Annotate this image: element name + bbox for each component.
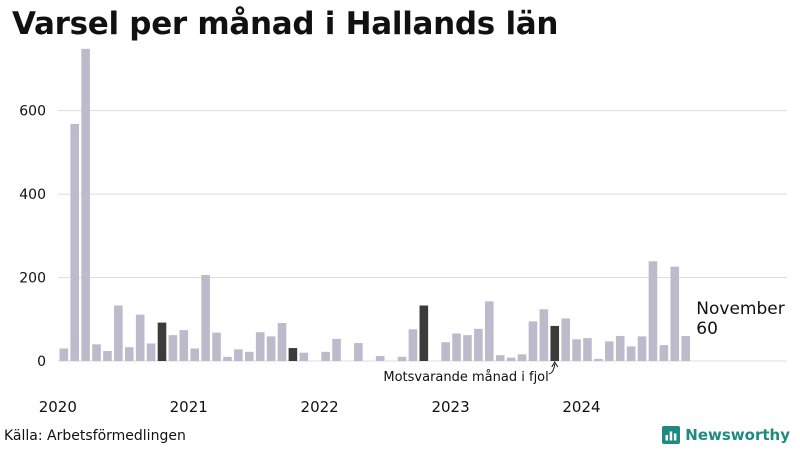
- bar: [288, 348, 298, 361]
- bar: [59, 348, 69, 361]
- bar: [474, 328, 483, 361]
- bar: [234, 349, 243, 361]
- bar: [321, 351, 330, 361]
- annotation-current-value: 60: [696, 319, 718, 339]
- x-tick-label: 2024: [562, 398, 600, 416]
- bar: [168, 335, 178, 361]
- bar: [277, 323, 287, 361]
- x-tick-label: 2023: [431, 398, 469, 416]
- bar: [244, 351, 254, 361]
- bar: [179, 330, 189, 361]
- bar: [70, 123, 80, 361]
- bar: [114, 305, 123, 361]
- x-tick-label: 2020: [39, 398, 77, 416]
- bar: [81, 48, 90, 362]
- bar: [452, 333, 461, 361]
- y-tick-label: 200: [19, 271, 46, 287]
- bar: [223, 356, 232, 361]
- bar: [354, 343, 363, 361]
- bar: [670, 266, 680, 361]
- bar: [375, 355, 385, 361]
- bar: [92, 344, 101, 361]
- bar-chart: 0 200 400 600 2020 2021 2022 2023 2024 November…: [19, 48, 787, 416]
- bar: [528, 321, 538, 361]
- bar: [135, 314, 145, 361]
- bar: [299, 352, 309, 361]
- bar: [506, 357, 516, 361]
- bar: [484, 301, 494, 361]
- bar: [517, 354, 527, 361]
- bar: [190, 348, 200, 361]
- bar: [561, 318, 570, 361]
- bar: [332, 338, 341, 361]
- bar: [157, 322, 167, 361]
- y-axis-labels: 0 200 400 600: [19, 104, 46, 370]
- bar: [626, 346, 636, 361]
- bar: [408, 329, 418, 361]
- bar: [572, 339, 581, 361]
- y-tick-label: 600: [19, 104, 46, 120]
- bar: [659, 345, 669, 361]
- chart-title: Varsel per månad i Hallands län: [12, 6, 559, 42]
- source-note: Källa: Arbetsförmedlingen: [4, 428, 186, 444]
- annotation-last-year: Motsvarande månad i fjol: [383, 370, 548, 385]
- annotation-arrow-icon: [548, 363, 556, 375]
- bar: [124, 347, 134, 361]
- bar: [495, 355, 505, 361]
- brand-name: Newsworthy: [685, 426, 790, 444]
- bar: [539, 309, 549, 361]
- bar: [212, 332, 221, 361]
- annotation-current-month: November: [696, 299, 784, 319]
- annotation-arrowhead-icon: [551, 361, 559, 368]
- bar: [441, 342, 450, 361]
- bar: [419, 305, 429, 361]
- newsworthy-logo-icon: [662, 426, 681, 444]
- bar: [255, 332, 265, 361]
- bar: [648, 261, 658, 361]
- bar: [103, 350, 112, 361]
- bar: [681, 335, 690, 361]
- x-axis-labels: 2020 2021 2022 2023 2024: [39, 398, 601, 416]
- bars: [59, 48, 690, 362]
- bar: [583, 338, 592, 361]
- bar: [594, 358, 603, 361]
- bar: [463, 335, 472, 361]
- bar: [605, 341, 614, 361]
- bar: [146, 343, 156, 361]
- bar: [266, 336, 276, 361]
- brand[interactable]: Newsworthy: [662, 426, 790, 444]
- y-tick-label: 0: [37, 354, 46, 370]
- x-tick-label: 2022: [301, 398, 339, 416]
- bar: [397, 356, 407, 361]
- bar: [615, 335, 625, 361]
- x-tick-label: 2021: [170, 398, 208, 416]
- bar: [637, 336, 647, 361]
- y-tick-label: 400: [19, 187, 46, 203]
- bar: [550, 325, 560, 361]
- bar: [201, 275, 210, 361]
